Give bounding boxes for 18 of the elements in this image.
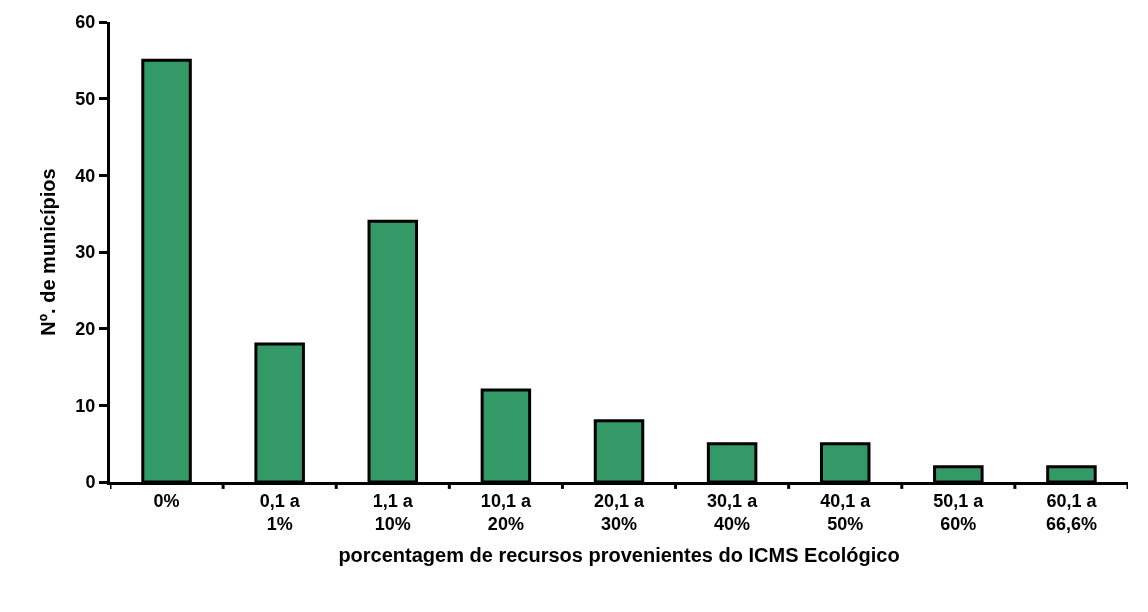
x-tick-label: 1,1 a 10%: [372, 490, 414, 534]
y-axis-title: Nº. de municípios: [36, 168, 59, 336]
x-tick-label: 0%: [153, 490, 180, 511]
y-tick-label: 60: [75, 12, 96, 33]
y-tick-label: 10: [75, 395, 96, 416]
x-tick-label: 20,1 a 30%: [593, 490, 646, 534]
x-tick-label: 40,1 a 50%: [820, 490, 872, 534]
y-tick-label: 50: [75, 88, 96, 109]
x-tick-label: 50,1 a 60%: [933, 490, 985, 534]
x-tick-label: 60,1 a 66,6%: [1045, 490, 1098, 534]
y-tick-label: 20: [75, 318, 96, 339]
x-tick-label: 10,1 a 20%: [480, 490, 532, 534]
y-tick-label: 30: [75, 242, 96, 263]
y-tick-label: 40: [75, 165, 96, 186]
x-axis-title: porcentagem de recursos provenientes do ICMS Ecológico: [338, 543, 900, 566]
y-tick-label: 0: [85, 472, 96, 493]
x-tick-label: 0,1 a 1%: [259, 490, 301, 534]
x-tick-label: 30,1 a 40%: [707, 490, 759, 534]
